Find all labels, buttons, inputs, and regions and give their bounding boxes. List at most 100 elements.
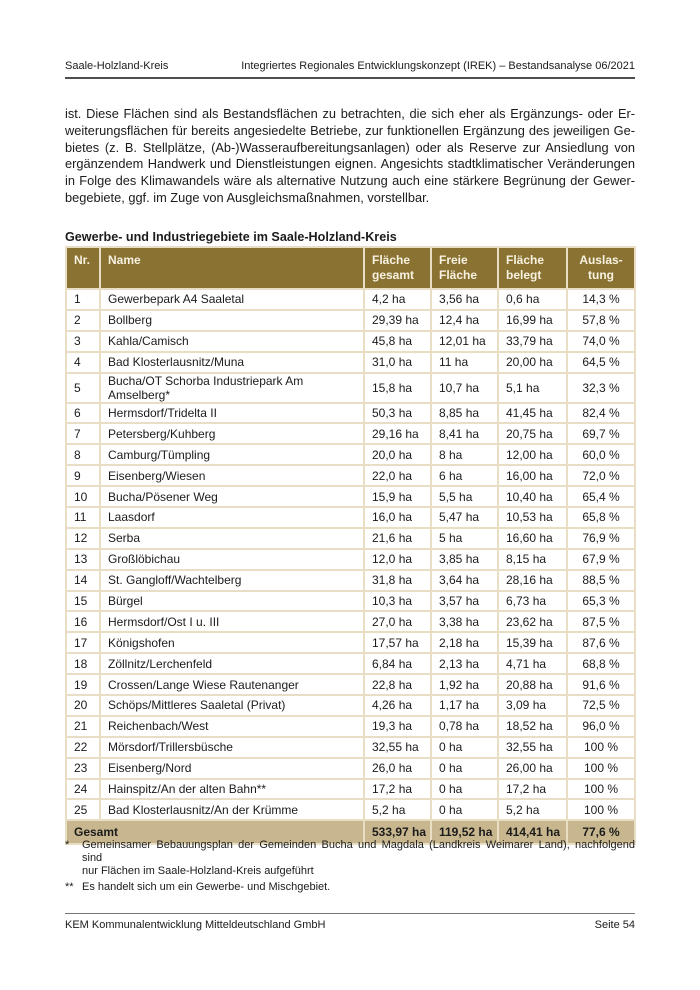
- cell-nr: 14: [65, 568, 101, 592]
- cell-auslastung: 64,5 %: [566, 350, 636, 374]
- cell-freie-flaeche: 10,7 ha: [430, 371, 499, 404]
- cell-flaeche-gesamt: 45,8 ha: [363, 329, 432, 353]
- table-total-row: Gesamt 533,97 ha 119,52 ha 414,41 ha 77,…: [65, 819, 636, 846]
- cell-flaeche-gesamt: 22,8 ha: [363, 673, 432, 697]
- cell-auslastung: 65,8 %: [566, 506, 636, 529]
- cell-nr: 4: [65, 350, 101, 374]
- table-row: 4 Bad Klosterlausnitz/Muna 31,0 ha 11 ha 20,…: [65, 350, 636, 374]
- cell-name: Bad Klosterlausnitz/Muna: [99, 350, 365, 374]
- cell-freie-flaeche: 12,01 ha: [430, 329, 499, 353]
- cell-freie-flaeche: 11 ha: [430, 350, 499, 374]
- cell-name: Petersberg/Kuhberg: [99, 422, 365, 446]
- cell-auslastung: 100 %: [566, 777, 636, 801]
- cell-freie-flaeche: 5 ha: [430, 526, 499, 550]
- intro-line: begebiete, ggf. im Zuge von Ausgleichsma…: [65, 189, 430, 205]
- cell-freie-flaeche: 1,92 ha: [430, 673, 499, 697]
- table-row: 24 Hainspitz/An der alten Bahn** 17,2 ha 0 …: [65, 777, 636, 801]
- cell-nr: 6: [65, 401, 101, 425]
- page-footer: KEM Kommunalentwicklung Mitteldeutschlan…: [65, 913, 635, 932]
- table-body: 1 Gewerbepark A4 Saaletal 4,2 ha 3,56 ha 0,6…: [65, 288, 636, 822]
- table-row: 6 Hermsdorf/Tridelta II 50,3 ha 8,85 ha 41,4…: [65, 401, 636, 425]
- cell-flaeche-gesamt: 12,0 ha: [363, 547, 432, 571]
- table-row: 19 Crossen/Lange Wiese Rautenanger 22,8 ha…: [65, 673, 636, 697]
- footnote-marker: *: [65, 839, 70, 851]
- cell-flaeche-belegt: 26,00 ha: [497, 756, 568, 780]
- cell-flaeche-belegt: 10,40 ha: [497, 485, 568, 509]
- cell-auslastung: 65,3 %: [566, 589, 636, 613]
- cell-flaeche-belegt: 16,99 ha: [497, 308, 568, 332]
- cell-nr: 24: [65, 777, 101, 801]
- cell-auslastung: 60,0 %: [566, 443, 636, 467]
- cell-auslastung: 100 %: [566, 798, 636, 822]
- cell-name: Hermsdorf/Tridelta II: [99, 401, 365, 425]
- table-row: 17 Königshofen 17,57 ha 2,18 ha 15,39 ha 87,6…: [65, 631, 636, 655]
- cell-name: Bucha/Pösener Weg: [99, 485, 365, 509]
- cell-name: Reichenbach/West: [99, 714, 365, 738]
- cell-nr: 1: [65, 288, 101, 311]
- cell-nr: 7: [65, 422, 101, 446]
- cell-freie-flaeche: 12,4 ha: [430, 308, 499, 332]
- cell-flaeche-gesamt: 16,0 ha: [363, 506, 432, 529]
- cell-flaeche-belegt: 32,55 ha: [497, 735, 568, 759]
- cell-freie-flaeche: 0 ha: [430, 777, 499, 801]
- cell-flaeche-gesamt: 29,39 ha: [363, 308, 432, 332]
- table-row: 13 Großlöbichau 12,0 ha 3,85 ha 8,15 ha 67,9 …: [65, 547, 636, 571]
- cell-freie-flaeche: 0 ha: [430, 756, 499, 780]
- table-row: 3 Kahla/Camisch 45,8 ha 12,01 ha 33,79 ha 74,…: [65, 329, 636, 353]
- cell-name: St. Gangloff/Wachtelberg: [99, 568, 365, 592]
- page-header: Saale-Holzland-Kreis Integriertes Region…: [65, 60, 635, 79]
- cell-flaeche-gesamt: 15,8 ha: [363, 371, 432, 404]
- cell-freie-flaeche: 0 ha: [430, 735, 499, 759]
- cell-nr: 25: [65, 798, 101, 822]
- cell-name: Eisenberg/Wiesen: [99, 464, 365, 488]
- cell-nr: 10: [65, 485, 101, 509]
- cell-name: Königshofen: [99, 631, 365, 655]
- cell-name: Großlöbichau: [99, 547, 365, 571]
- cell-name: Mörsdorf/Trillersbüsche: [99, 735, 365, 759]
- cell-nr: 8: [65, 443, 101, 467]
- cell-flaeche-belegt: 28,16 ha: [497, 568, 568, 592]
- cell-auslastung: 87,5 %: [566, 610, 636, 634]
- cell-flaeche-belegt: 16,00 ha: [497, 464, 568, 488]
- cell-name: Bollberg: [99, 308, 365, 332]
- cell-nr: 12: [65, 526, 101, 550]
- cell-nr: 16: [65, 610, 101, 634]
- cell-flaeche-gesamt: 22,0 ha: [363, 464, 432, 488]
- cell-auslastung: 32,3 %: [566, 371, 636, 404]
- footnote-text: Es handelt sich um ein Gewerbe- und Misc…: [82, 880, 331, 893]
- cell-flaeche-gesamt: 20,0 ha: [363, 443, 432, 467]
- cell-flaeche-belegt: 20,88 ha: [497, 673, 568, 697]
- col-header-flaeche-belegt: Fläche belegt: [497, 246, 568, 290]
- cell-flaeche-belegt: 20,00 ha: [497, 350, 568, 374]
- cell-name: Kahla/Camisch: [99, 329, 365, 353]
- industrial-areas-table: Nr. Name Fläche gesamt Freie Fläche Fläc…: [65, 246, 636, 846]
- cell-auslastung: 57,8 %: [566, 308, 636, 332]
- cell-flaeche-belegt: 23,62 ha: [497, 610, 568, 634]
- cell-flaeche-belegt: 6,73 ha: [497, 589, 568, 613]
- cell-nr: 22: [65, 735, 101, 759]
- table-row: 12 Serba 21,6 ha 5 ha 16,60 ha 76,9 %: [65, 526, 636, 550]
- cell-flaeche-gesamt: 4,26 ha: [363, 694, 432, 717]
- col-header-name: Name: [99, 246, 365, 290]
- cell-auslastung: 68,8 %: [566, 652, 636, 676]
- cell-name: Camburg/Tümpling: [99, 443, 365, 467]
- table-row: 7 Petersberg/Kuhberg 29,16 ha 8,41 ha 20,75 …: [65, 422, 636, 446]
- cell-nr: 17: [65, 631, 101, 655]
- cell-flaeche-belegt: 4,71 ha: [497, 652, 568, 676]
- cell-freie-flaeche: 5,47 ha: [430, 506, 499, 529]
- cell-flaeche-belegt: 18,52 ha: [497, 714, 568, 738]
- cell-flaeche-belegt: 12,00 ha: [497, 443, 568, 467]
- cell-nr: 11: [65, 506, 101, 529]
- intro-paragraph: ist. Diese Flächen sind als Bestandsfläc…: [65, 106, 635, 207]
- cell-name: Eisenberg/Nord: [99, 756, 365, 780]
- cell-auslastung: 72,0 %: [566, 464, 636, 488]
- cell-auslastung: 88,5 %: [566, 568, 636, 592]
- cell-flaeche-gesamt: 31,0 ha: [363, 350, 432, 374]
- cell-flaeche-gesamt: 5,2 ha: [363, 798, 432, 822]
- cell-freie-flaeche: 2,18 ha: [430, 631, 499, 655]
- cell-freie-flaeche: 2,13 ha: [430, 652, 499, 676]
- cell-name: Bad Klosterlausnitz/An der Krümme: [99, 798, 365, 822]
- table-row: 16 Hermsdorf/Ost I u. III 27,0 ha 3,38 ha 23…: [65, 610, 636, 634]
- cell-flaeche-belegt: 5,1 ha: [497, 371, 568, 404]
